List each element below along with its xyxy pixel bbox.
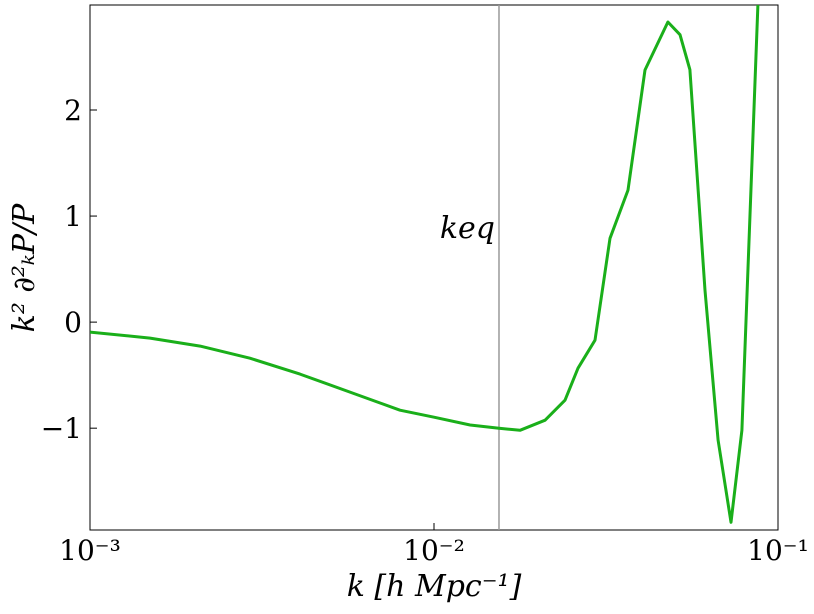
x-tick-label: 10⁻¹ bbox=[747, 534, 809, 567]
vline-label: keq bbox=[440, 211, 495, 246]
plot-frame bbox=[89, 4, 779, 531]
y-tick-label: 2 bbox=[64, 94, 82, 127]
y-axis-label: k² ∂²ₖP/P bbox=[7, 203, 42, 333]
x-tick-label: 10⁻² bbox=[403, 534, 465, 567]
x-axis-label: k [h Mpc⁻¹] bbox=[347, 569, 522, 604]
y-tick-label: 1 bbox=[64, 200, 82, 233]
y-tick-label: 0 bbox=[64, 306, 82, 339]
y-tick-label: −1 bbox=[41, 412, 82, 445]
x-tick-label: 10⁻³ bbox=[59, 534, 121, 567]
data-line bbox=[90, 5, 760, 524]
